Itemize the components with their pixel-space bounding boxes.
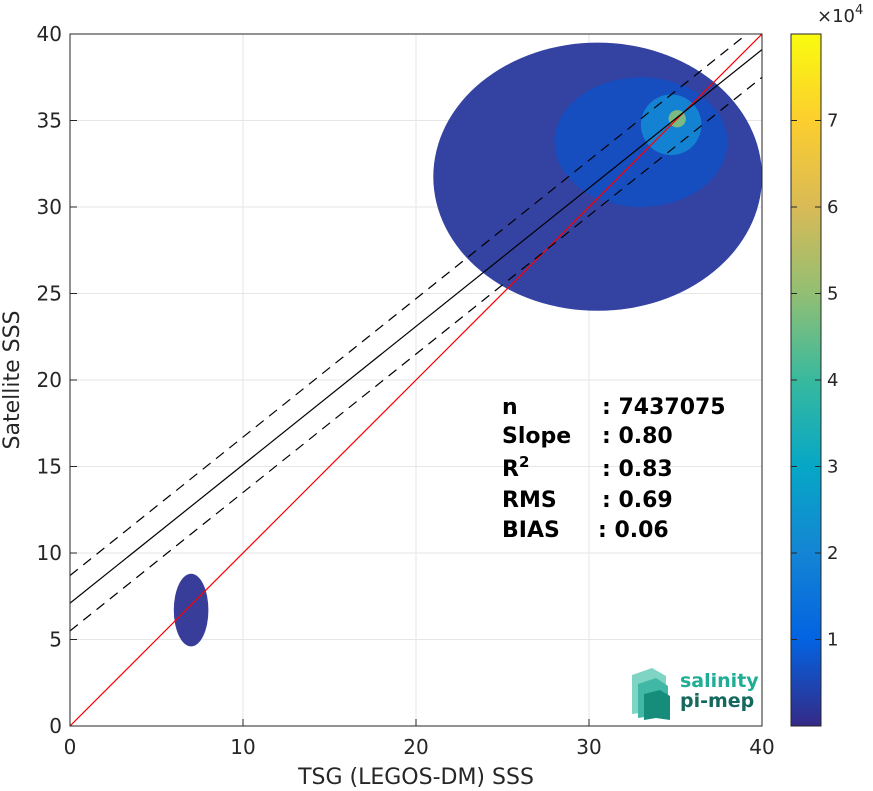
colorbar-tick-label: 6: [827, 197, 838, 218]
stat-label: R2: [502, 453, 529, 482]
stat-value: : 0.69: [602, 488, 673, 513]
x-axis-label: TSG (LEGOS-DM) SSS: [297, 765, 534, 790]
y-axis-label: Satellite SSS: [0, 311, 25, 450]
stat-label: BIAS: [502, 518, 560, 543]
density-blob: [173, 573, 209, 647]
wave-logo-icon: [632, 668, 670, 720]
x-tick-label: 20: [403, 735, 428, 759]
fit-lines: [70, 34, 762, 726]
y-tick-label: 30: [37, 195, 62, 219]
regression-upper-line: [70, 34, 748, 576]
x-tick-label: 10: [230, 735, 255, 759]
statistics-panel: n : 7437075 Slope : 0.80 R2 : 0.83 RMS : 0.69 BI…: [502, 395, 726, 543]
logo-line1: salinity: [680, 670, 759, 692]
stat-value: : 0.83: [602, 457, 673, 482]
stat-value: : 7437075: [602, 395, 726, 420]
logo-line2: pi-mep: [680, 690, 754, 712]
colorbar-tick-label: 1: [827, 630, 838, 651]
colorbar-tick-label: 2: [827, 543, 838, 564]
x-axis-ticks: 0 10 20 30 40: [64, 719, 775, 759]
y-tick-label: 0: [49, 714, 62, 738]
regression-line: [70, 49, 762, 604]
stat-label: n: [502, 395, 518, 420]
x-tick-label: 0: [64, 735, 77, 759]
stat-label: Slope: [502, 424, 571, 449]
y-axis-ticks: 0 5 10 15 20 25 30 35 40: [37, 22, 77, 738]
y-tick-label: 10: [37, 541, 62, 565]
y-tick-label: 35: [37, 109, 62, 133]
colorbar-tick-label: 5: [827, 284, 838, 305]
salinity-pi-mep-logo: salinity pi-mep: [632, 668, 759, 720]
colorbar-tick-label: 3: [827, 457, 838, 478]
colorbar-ticks: 1 2 3 4 5 6 7: [791, 111, 838, 651]
colorbar-tick-label: 7: [827, 111, 838, 132]
regression-lower-line: [70, 76, 762, 632]
y-tick-label: 20: [37, 368, 62, 392]
colorbar-tick-label: 4: [827, 370, 838, 391]
stat-label: RMS: [502, 488, 557, 513]
identity-line: [70, 34, 762, 726]
y-tick-label: 15: [37, 455, 62, 479]
density-blob: [554, 77, 728, 207]
stat-value: : 0.80: [602, 424, 673, 449]
colorbar-exponent: ×104: [817, 3, 863, 27]
x-tick-label: 40: [749, 735, 774, 759]
y-tick-label: 25: [37, 282, 62, 306]
stat-value: : 0.06: [598, 518, 669, 543]
y-tick-label: 5: [49, 628, 62, 652]
y-tick-label: 40: [37, 22, 62, 46]
x-tick-label: 30: [576, 735, 601, 759]
